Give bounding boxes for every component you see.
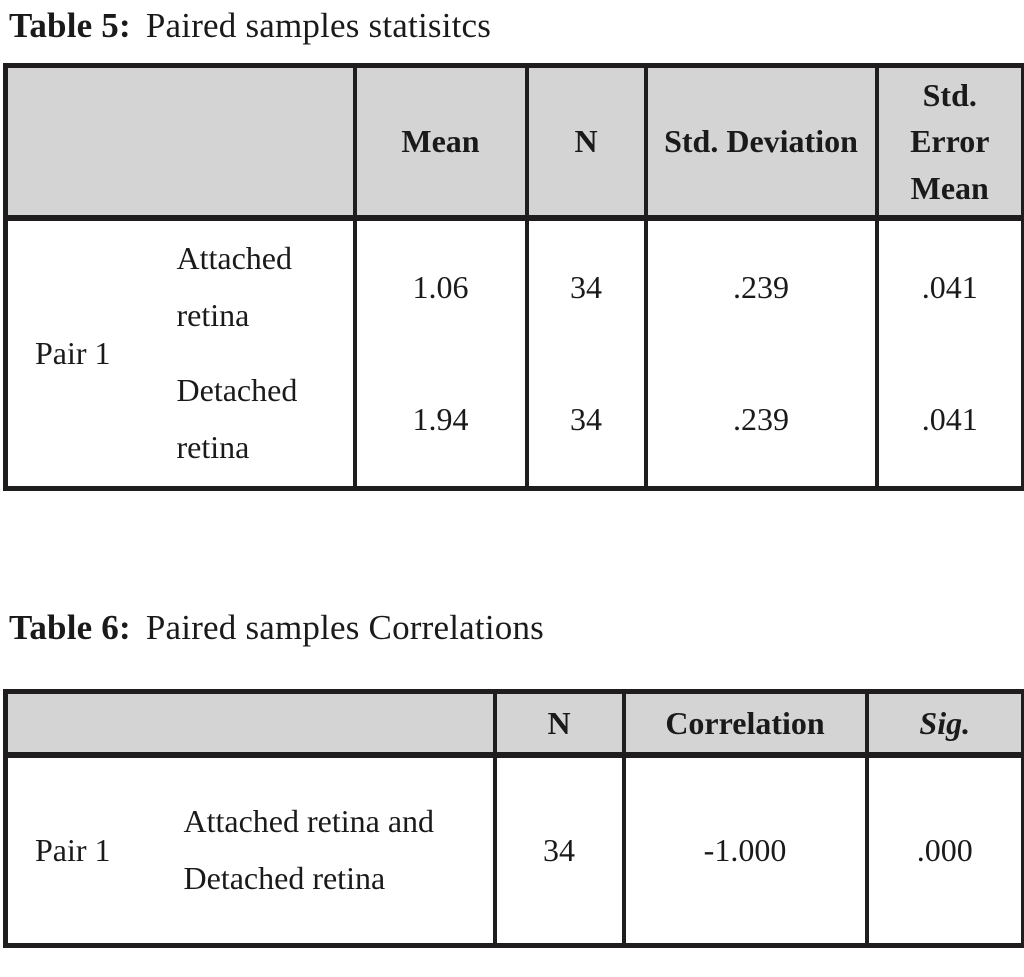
table6-header-sig: Sig. [864, 689, 1024, 759]
table5-cell-std-error-mean-detached: .041 [874, 353, 1024, 491]
table6-row-pair1: Pair 1 Attached retina and Detached reti… [3, 753, 1024, 948]
table5-title-text: Paired samples statisitcs [145, 6, 492, 45]
table6-title-label: Table 6: [9, 607, 131, 647]
table6-title: Table 6: Paired samples Correlations [9, 607, 1024, 649]
table5-row-label-detached: Detached retina [147, 353, 357, 491]
table5-header-row: Mean N Std. Deviation Std. Error Mean [3, 63, 1024, 222]
table5-cell-std-deviation-detached: .239 [643, 353, 879, 491]
table5-header-std-error-mean: Std. Error Mean [874, 63, 1024, 222]
table5-header-mean: Mean [352, 63, 529, 222]
table5-group-label: Pair 1 [3, 216, 148, 489]
table6-cell-sig: .000 [864, 753, 1024, 948]
table5-row-detached: Detached retina 1.94 34 .239 .041 [6, 353, 1024, 491]
table5-title: Table 5: Paired samples statisitcs [9, 0, 1024, 47]
table5-cell-n-detached: 34 [524, 353, 648, 491]
table6-header-correlation: Correlation [621, 689, 869, 759]
table5-cell-std-deviation-attached: .239 [643, 216, 879, 354]
table5-row-attached: Pair 1 Attached retina 1.06 34 .239 .041 [3, 216, 1024, 489]
table5-cell-n-attached: 34 [524, 216, 648, 354]
table6-row-label: Attached retina and Detached retina [150, 753, 497, 948]
table6-header-n: N [492, 689, 626, 759]
table6-cell-correlation: -1.000 [621, 753, 869, 948]
table6-corner-cell [3, 689, 497, 759]
table5-header-std-deviation: Std. Deviation [643, 63, 879, 222]
table6-title-text: Paired samples Correlations [145, 607, 544, 647]
table5-row-label-attached: Attached retina [147, 216, 357, 354]
table5-cell-mean-attached: 1.06 [352, 216, 529, 354]
table5-header-n: N [524, 63, 648, 222]
table5-cell-std-error-mean-attached: .041 [874, 216, 1024, 354]
table5-title-label: Table 5: [9, 6, 131, 45]
table5-paired-samples-statistics: Mean N Std. Deviation Std. Error Mean Pa… [3, 63, 1024, 491]
table6-header-row: N Correlation Sig. [3, 689, 1024, 759]
table6-cell-n: 34 [492, 753, 626, 948]
table6-group-label: Pair 1 [3, 753, 151, 948]
table5-corner-cell [3, 63, 357, 222]
table6-paired-samples-correlations: N Correlation Sig. Pair 1 Attached retin… [3, 688, 1024, 948]
table5-cell-mean-detached: 1.94 [352, 353, 529, 491]
